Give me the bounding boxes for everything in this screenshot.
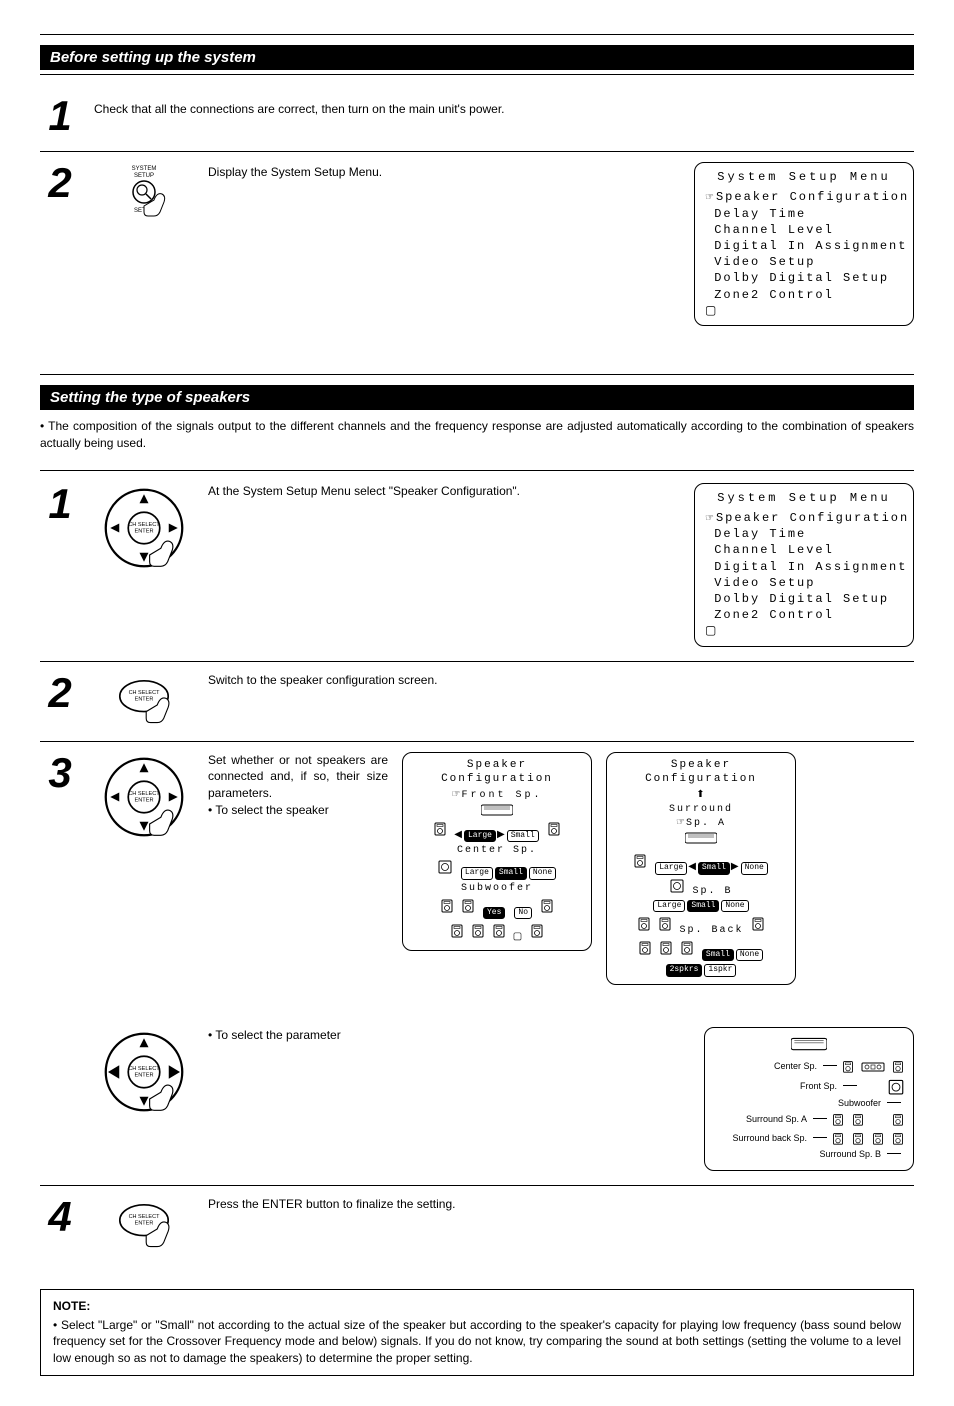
- osd-title: System Setup Menu: [705, 169, 903, 185]
- osd-screen: System Setup Menu ☞Speaker Configuration…: [694, 162, 914, 326]
- speakers-step-1: 1 At the System Setup Menu select "Speak…: [40, 470, 914, 662]
- section-header-before: Before setting up the system: [40, 45, 914, 70]
- step-text: Set whether or not speakers are connecte…: [208, 752, 388, 819]
- speaker-layout-diagram: Center Sp. Front Sp. Subwoofer Surround …: [704, 1027, 914, 1171]
- layout-row: Center Sp.: [713, 1058, 905, 1074]
- osd-item: Digital In Assignment: [705, 559, 903, 575]
- osd-exit-icon: ▢: [705, 623, 903, 639]
- osd-item: ☞Speaker Configuration: [705, 510, 903, 527]
- osd-item: Digital In Assignment: [705, 238, 903, 254]
- cfg-opts: [613, 831, 789, 850]
- osd-item: ☞Speaker Configuration: [705, 189, 903, 206]
- speakers-step-3: 3 Set whether or not speakers are connec…: [40, 742, 914, 1186]
- cfg-row: Sp. B: [613, 877, 789, 898]
- before-step-1: 1 Check that all the connections are cor…: [40, 85, 914, 152]
- step-text: Check that all the connections are corre…: [94, 95, 914, 118]
- osd-exit-icon: ▢: [705, 303, 903, 319]
- step-text: At the System Setup Menu select "Speaker…: [208, 483, 680, 500]
- step-number: 3: [40, 752, 80, 794]
- enter-button-icon: [94, 1196, 194, 1251]
- cfg-row: Sp. Back: [613, 914, 789, 937]
- step-text: Switch to the speaker configuration scre…: [208, 672, 914, 689]
- step-text: Press the ENTER button to finalize the s…: [208, 1196, 914, 1213]
- cfg-row: ☞Sp. A: [613, 817, 789, 830]
- cfg-opts: SmallNone: [613, 938, 789, 962]
- cfg-opts: Large◀Small▶None: [613, 851, 789, 875]
- speakers-step-2: 2 Switch to the speaker configuration sc…: [40, 662, 914, 742]
- speakers-step-4: 4 Press the ENTER button to finalize the…: [40, 1186, 914, 1265]
- section-header-speakers: Setting the type of speakers: [40, 385, 914, 410]
- osd-item: Delay Time: [705, 206, 903, 222]
- step-sub-bullet: • To select the parameter: [208, 1027, 388, 1044]
- layout-row: Surround back Sp.: [713, 1130, 905, 1146]
- osd-item: Channel Level: [705, 542, 903, 558]
- cfg-opts: Yes No: [409, 896, 585, 920]
- osd-item: Zone2 Control: [705, 607, 903, 623]
- note-title: NOTE:: [53, 1298, 901, 1315]
- system-setup-button-icon: [94, 162, 194, 222]
- step-number: 1: [40, 95, 80, 137]
- note-box: NOTE: • Select "Large" or "Small" not ac…: [40, 1289, 914, 1376]
- cfg-icon-row: ▢: [409, 921, 585, 944]
- osd-item: Channel Level: [705, 222, 903, 238]
- cfg-title: Speaker Configuration: [613, 758, 789, 787]
- cfg-icon-row: [409, 803, 585, 818]
- step-number: 4: [40, 1196, 80, 1238]
- osd-item: Zone2 Control: [705, 287, 903, 303]
- cfg-title: Speaker Configuration: [409, 758, 585, 787]
- speaker-config-screen-2: Speaker Configuration ⬆ Surround ☞Sp. A …: [606, 752, 796, 985]
- osd-screen: System Setup Menu ☞Speaker Configuration…: [694, 483, 914, 647]
- osd-title: System Setup Menu: [705, 490, 903, 506]
- cfg-row: Center Sp.: [409, 844, 585, 857]
- before-step-2: 2 Display the System Setup Menu. System …: [40, 152, 914, 340]
- dpad-icon: [94, 483, 194, 573]
- layout-row: Front Sp.: [713, 1077, 905, 1095]
- osd-item: Dolby Digital Setup: [705, 591, 903, 607]
- enter-button-icon: [94, 672, 194, 727]
- osd-item: Delay Time: [705, 526, 903, 542]
- cfg-row: ☞Front Sp.: [409, 789, 585, 802]
- osd-item: Video Setup: [705, 254, 903, 270]
- layout-row: Surround Sp. B: [713, 1149, 905, 1159]
- step-sub-bullet: • To select the speaker: [208, 803, 329, 817]
- cfg-header: Surround: [613, 803, 789, 816]
- osd-item: Dolby Digital Setup: [705, 270, 903, 286]
- cfg-opts: LargeSmallNone: [409, 858, 585, 880]
- step-number: 2: [40, 672, 80, 714]
- dpad-icon: [94, 752, 194, 842]
- step-number: 2: [40, 162, 80, 204]
- cfg-opts: ◀Large▶Small: [409, 819, 585, 843]
- layout-row: Surround Sp. A: [713, 1111, 905, 1127]
- osd-item: Video Setup: [705, 575, 903, 591]
- cfg-up-arrow-icon: ⬆: [613, 789, 789, 802]
- layout-row: Subwoofer: [713, 1098, 905, 1108]
- cfg-opts: LargeSmallNone: [613, 899, 789, 913]
- dpad-lr-icon: [94, 1027, 194, 1117]
- note-text: • Select "Large" or "Small" not accordin…: [53, 1317, 901, 1367]
- step-number: 1: [40, 483, 80, 525]
- step-text: Display the System Setup Menu.: [208, 162, 680, 181]
- section-intro: • The composition of the signals output …: [40, 418, 914, 452]
- cfg-row: Subwoofer: [409, 882, 585, 895]
- cfg-opts: 2spkrs1spkr: [613, 963, 789, 977]
- speaker-config-screen-1: Speaker Configuration ☞Front Sp. ◀Large▶…: [402, 752, 592, 951]
